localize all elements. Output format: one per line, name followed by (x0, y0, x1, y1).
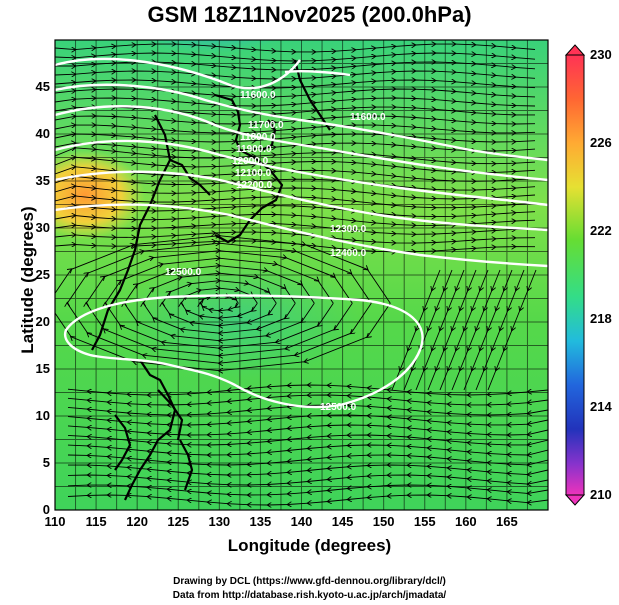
y-tick-label: 35 (35, 173, 50, 188)
contour-label: 12000.0 (232, 156, 269, 167)
x-tick-label: 120 (126, 514, 148, 529)
chart-title: GSM 18Z11Nov2025 (200.0hPa) (147, 2, 472, 27)
x-tick-label: 145 (331, 514, 354, 529)
x-tick-label: 125 (167, 514, 190, 529)
colorbar-tick-label: 214 (590, 399, 612, 414)
x-tick-label: 140 (290, 514, 313, 529)
y-tick-label: 40 (35, 126, 50, 141)
contour-label: 12400.0 (330, 248, 367, 259)
x-tick-label: 130 (208, 514, 231, 529)
contour-label: 12200.0 (236, 180, 273, 191)
x-tick-label: 135 (249, 514, 272, 529)
coastline (91, 59, 331, 501)
y-tick-label: 0 (42, 502, 50, 517)
y-tick-label: 25 (35, 267, 50, 282)
contour-label: 11600.0 (240, 90, 276, 101)
colorbar-tick-label: 230 (590, 47, 612, 62)
colorbar-tick-label: 226 (590, 135, 612, 150)
y-tick-label: 5 (42, 455, 50, 470)
x-tick-label: 165 (496, 514, 518, 529)
height-contours (55, 57, 548, 409)
contour-label: 11900.0 (236, 144, 272, 155)
colorbar (564, 44, 586, 506)
x-tick-label: 155 (413, 514, 436, 529)
credit-line-1: Drawing by DCL (https://www.gfd-dennou.o… (173, 576, 446, 587)
contour-label: 11600.0 (350, 112, 386, 123)
y-tick-label: 15 (35, 361, 50, 376)
x-tick-label: 110 (44, 514, 66, 529)
y-tick-label: 30 (35, 220, 50, 235)
y-tick-label: 45 (35, 79, 50, 94)
contour-label: 11700.0 (248, 120, 284, 131)
y-tick-label: 10 (35, 408, 50, 423)
contour-label: 12500.0 (165, 267, 202, 278)
x-tick-label: 150 (372, 514, 395, 529)
colorbar-tick-label: 218 (590, 311, 612, 326)
x-axis-label: Longitude (degrees) (227, 536, 392, 555)
colorbar-tick-label: 222 (590, 223, 612, 238)
x-tick-label: 115 (85, 514, 107, 529)
colorbar-tick-label: 210 (590, 487, 612, 502)
x-tick-label: 160 (454, 514, 477, 529)
contour-label: 12100.0 (235, 168, 272, 179)
contour-label: 12500.0 (320, 402, 357, 413)
credit-line-2: Data from http://database.rish.kyoto-u.a… (172, 590, 447, 601)
contour-label: 11800.0 (240, 132, 276, 143)
y-tick-label: 20 (35, 314, 50, 329)
contour-label: 12300.0 (330, 224, 367, 235)
plot-frame (54, 39, 549, 511)
